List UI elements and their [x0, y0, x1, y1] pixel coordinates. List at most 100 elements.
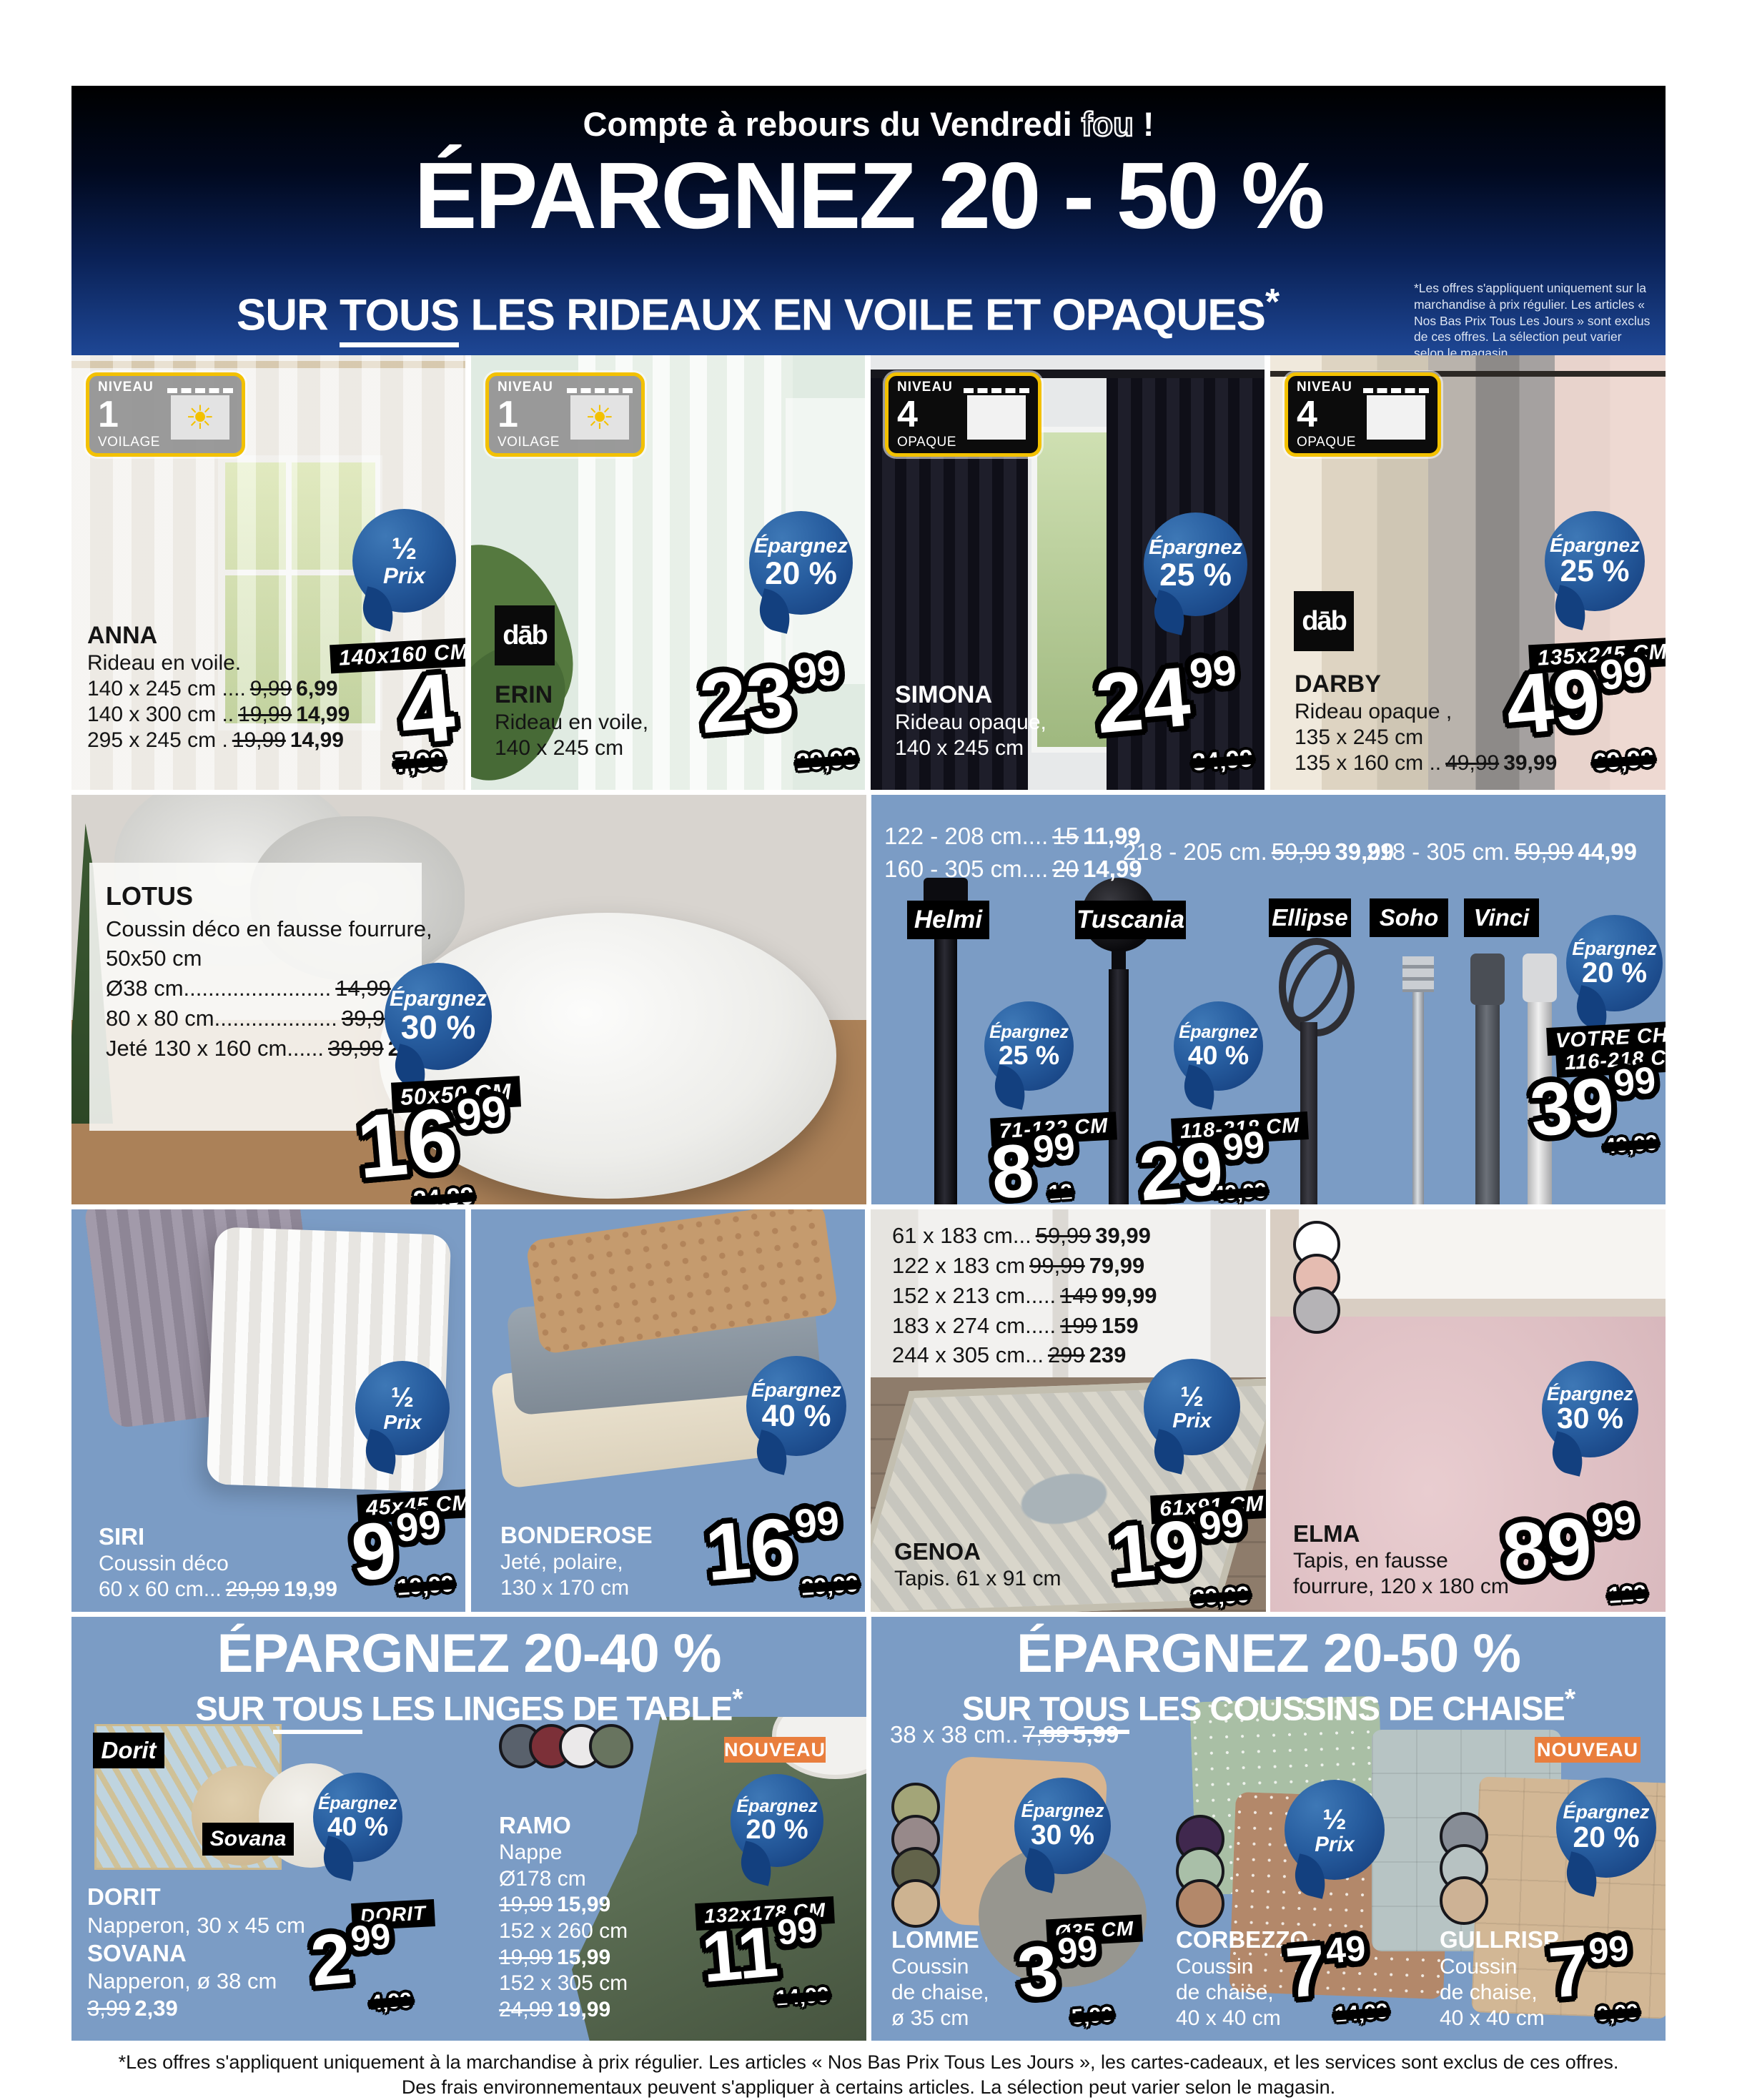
- product-name: ELMA: [1293, 1520, 1360, 1547]
- bubble-bottom-text: 20 %: [746, 1814, 808, 1846]
- kicker-highlight: fou: [1080, 104, 1134, 144]
- new-price-inline: 6,99: [296, 676, 338, 700]
- bubble-bottom-text: 40 %: [761, 1399, 831, 1433]
- old-price-inline: 9,99: [249, 676, 292, 700]
- sheer-curtain-icon: ☀: [566, 388, 633, 441]
- size-label: 140 x 300 cm ..: [87, 702, 234, 726]
- bubble-top-text: Épargnez: [1021, 1801, 1104, 1822]
- epargnez-bubble: Épargnez 40 %: [313, 1773, 402, 1862]
- new-price-inline: 79,99: [1089, 1252, 1145, 1278]
- corbezzo-product-info: CORBEZZO Coussin de chaise, 40 x 40 cm: [1176, 1926, 1308, 2031]
- product-size: 140 x 245 cm: [895, 736, 1024, 760]
- product-panel-lotus: LOTUS Coussin déco en fausse fourrure, 5…: [71, 795, 866, 1204]
- sale-price: 1999: [1107, 1500, 1248, 1600]
- subtitle-prefix: SUR: [195, 1689, 273, 1728]
- niveau-badge-opaque: NIVEAU 4 OPAQUE: [1285, 372, 1441, 457]
- price-row: 183 x 274 cm..... 199 159: [892, 1311, 1161, 1341]
- subtitle-rest: LES RIDEAUX EN VOILE ET OPAQUES: [459, 290, 1266, 340]
- bubble-bottom-text: 25 %: [1159, 557, 1232, 593]
- old-price: 34,99: [1191, 745, 1254, 776]
- old-price: 12: [1047, 1179, 1074, 1204]
- size-label: 160 - 305 cm....: [884, 856, 1049, 882]
- price-row: 244 x 305 cm... 299 239: [892, 1340, 1161, 1370]
- product-description: Coussin déco en fausse fourrure,: [106, 916, 432, 941]
- epargnez-bubble: Épargnez 25 %: [984, 1001, 1074, 1091]
- product-description: Coussin: [1176, 1954, 1254, 1978]
- product-description: Coussin: [1440, 1954, 1518, 1978]
- product-description: de chaise,: [1440, 1980, 1538, 2004]
- color-swatch: [589, 1724, 633, 1768]
- price-row: 61 x 183 cm... 59,99 39,99: [892, 1221, 1161, 1251]
- bubble-top-text: Épargnez: [1563, 1801, 1650, 1823]
- price-int: 7: [1282, 1930, 1330, 2014]
- old-price-inline: 20: [1052, 856, 1079, 882]
- price-cents: 99: [1031, 1124, 1077, 1171]
- helmi-rod-decor: [934, 913, 957, 1204]
- product-name: SIMONA: [895, 681, 992, 708]
- product-size: 152 x 305 cm: [499, 1971, 628, 1996]
- bubble-top-text: ½: [1180, 1380, 1204, 1412]
- flyer-header: Compte à rebours du Vendredi fou ! ÉPARG…: [71, 86, 1666, 355]
- price-row: 295 x 245 cm . 19,99 14,99: [87, 728, 354, 753]
- price-row: 24,99 19,99: [499, 1997, 628, 2024]
- bubble-top-text: ½: [391, 531, 417, 566]
- size-label: 38 x 38 cm..: [890, 1721, 1019, 1748]
- bubble-bottom-text: 30 %: [400, 1009, 476, 1046]
- subtitle-tous: TOUS: [1039, 1689, 1130, 1734]
- anna-product-info: ANNA Rideau en voile. 140 x 245 cm .... 9…: [87, 621, 354, 753]
- size-label: 122 x 183 cm: [892, 1252, 1026, 1278]
- price-int: 49: [1502, 650, 1604, 753]
- bubble-top-text: Épargnez: [751, 1379, 842, 1402]
- bubble-top-text: Épargnez: [389, 987, 488, 1011]
- product-panel-elma: Épargnez 30 % 8999 129 ELMA Tapis, en fa…: [1270, 1209, 1666, 1612]
- tuscania-neck-decor: [1112, 951, 1126, 971]
- nouveau-tag: NOUVEAU: [724, 1737, 826, 1763]
- badge-level-number: 1: [98, 394, 119, 435]
- sheer-curtain-icon: ☀: [167, 388, 233, 441]
- epargnez-bubble: Épargnez 20 %: [1566, 915, 1663, 1011]
- sale-price: 399: [1014, 1928, 1102, 2013]
- product-description: Rideau opaque ,: [1295, 699, 1453, 723]
- epargnez-bubble: Épargnez 20 %: [1556, 1778, 1656, 1878]
- price-int: 24: [1092, 649, 1194, 752]
- old-price: 39,99: [1191, 1581, 1251, 1611]
- color-swatch: [1176, 1879, 1224, 1928]
- sale-price: 2399: [696, 647, 846, 752]
- new-price-inline: 19,99: [283, 1577, 337, 1601]
- sofa-decor: [1299, 1209, 1666, 1299]
- old-price: 49,99: [1603, 1131, 1659, 1159]
- price-row: 60 x 60 cm... 29,99 19,99: [99, 1577, 342, 1603]
- product-description: Rideau opaque,: [895, 710, 1046, 734]
- product-panel-genoa: 61 x 183 cm... 59,99 39,99 122 x 183 cm 99,…: [871, 1209, 1266, 1612]
- curtain-rods-panel: 122 - 208 cm.... 15 11,99 160 - 305 cm....…: [871, 795, 1666, 1204]
- size-label: 61 x 183 cm...: [892, 1223, 1031, 1248]
- product-name: LOMME: [891, 1926, 979, 1953]
- new-price-inline: 14,99: [1083, 856, 1142, 882]
- bubble-top-text: Épargnez: [318, 1793, 397, 1813]
- product-description: de chaise,: [891, 1980, 989, 2004]
- sale-price: 749: [1282, 1928, 1370, 2013]
- product-name: ERIN: [495, 681, 553, 708]
- product-size: 140 x 245 cm: [495, 736, 624, 760]
- price-cents: 99: [1589, 1497, 1638, 1546]
- badge-niveau-label: NIVEAU: [98, 380, 154, 395]
- nouveau-tag: NOUVEAU: [1535, 1737, 1640, 1763]
- new-price-inline: 239: [1089, 1342, 1127, 1368]
- color-swatch: [1293, 1287, 1340, 1334]
- sale-price: 1199: [698, 1909, 822, 1998]
- price-row: 218 - 305 cm. 59,99 44,99: [1366, 838, 1641, 866]
- sun-icon: ☀: [185, 399, 215, 436]
- price-int: 16: [701, 1500, 798, 1598]
- product-size: 152 x 260 cm: [499, 1919, 628, 1943]
- old-price-inline: 149: [1060, 1282, 1097, 1308]
- section-subtitle: SUR TOUS LES LINGES DE TABLE*: [71, 1684, 866, 1734]
- product-name: RAMO: [499, 1812, 571, 1838]
- price-cents: 99: [1598, 648, 1649, 700]
- product-panel-anna: NIVEAU 1 VOILAGE ☀ ½ Prix ANNA Rideau en…: [71, 355, 465, 790]
- bubble-bottom-text: 30 %: [1030, 1819, 1095, 1851]
- size-label: 122 - 208 cm....: [884, 823, 1049, 849]
- bubble-top-text: Épargnez: [1148, 536, 1243, 560]
- price-cents: 49: [1324, 1928, 1367, 1971]
- bubble-top-text: Épargnez: [1549, 534, 1640, 557]
- price-row: 140 x 300 cm .. 19,99 14,99: [87, 702, 354, 728]
